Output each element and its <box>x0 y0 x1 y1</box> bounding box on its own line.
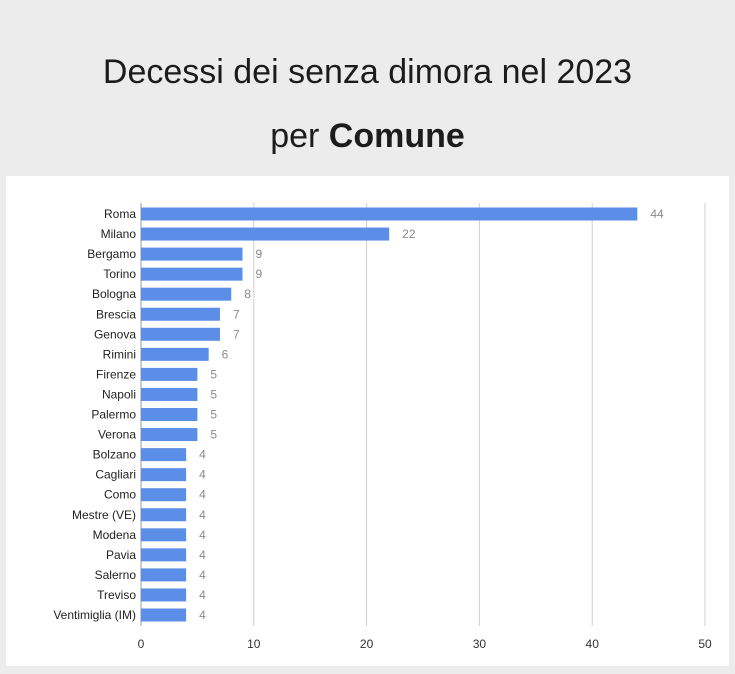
bar-14 <box>141 468 187 482</box>
bar-5 <box>141 287 232 301</box>
value-label: 4 <box>199 488 206 502</box>
value-label: 4 <box>199 448 206 462</box>
category-label: Napoli <box>102 387 136 401</box>
category-label: Pavia <box>106 548 136 562</box>
category-label: Genova <box>94 327 136 341</box>
x-tick-label: 30 <box>473 637 487 651</box>
category-label: Milano <box>101 227 137 241</box>
value-label: 4 <box>199 608 206 622</box>
value-label: 8 <box>244 287 251 301</box>
bar-layer <box>141 207 638 622</box>
category-label: Como <box>104 488 136 502</box>
x-tick-label: 50 <box>698 637 712 651</box>
bar-10 <box>141 387 198 401</box>
bar-6 <box>141 307 220 321</box>
value-label: 9 <box>256 267 263 281</box>
bar-15 <box>141 488 187 502</box>
bar-7 <box>141 327 220 341</box>
category-label: Salerno <box>95 568 137 582</box>
title-prefix: per <box>270 117 320 155</box>
category-label: Bolzano <box>93 448 137 462</box>
bar-12 <box>141 428 198 442</box>
category-label: Brescia <box>96 307 136 321</box>
bar-4 <box>141 267 243 281</box>
category-label: Firenze <box>96 367 136 381</box>
grid-layer <box>140 203 706 626</box>
value-label: 5 <box>210 428 217 442</box>
x-tick-label: 0 <box>138 637 145 651</box>
title-line-2: per Comune <box>0 114 735 158</box>
bar-21 <box>141 608 187 622</box>
value-label: 4 <box>199 528 206 542</box>
chart-card: 0 10 20 30 40 50 Roma 44 Milano 22 Bergamo 9 Torino 9… <box>6 176 729 666</box>
bar-1 <box>141 207 638 221</box>
title-bold: Comune <box>328 117 465 155</box>
value-label: 5 <box>210 387 217 401</box>
value-label: 5 <box>210 408 217 422</box>
category-label: Treviso <box>97 588 136 602</box>
value-label: 4 <box>199 548 206 562</box>
category-label: Modena <box>93 528 137 542</box>
category-label: Verona <box>98 428 136 442</box>
x-tick-label: 20 <box>360 637 374 651</box>
x-tick-label: 40 <box>586 637 600 651</box>
value-label: 4 <box>199 568 206 582</box>
x-tick-label: 10 <box>247 637 261 651</box>
value-label: 22 <box>402 227 416 241</box>
category-label: Torino <box>103 267 136 281</box>
value-label: 44 <box>650 207 664 221</box>
value-label: 4 <box>199 508 206 522</box>
category-label: Rimini <box>103 347 136 361</box>
value-label: 4 <box>199 468 206 482</box>
bar-19 <box>141 568 187 582</box>
bar-20 <box>141 588 187 602</box>
category-label: Cagliari <box>95 468 136 482</box>
bar-18 <box>141 548 187 562</box>
category-label: Roma <box>104 207 136 221</box>
value-label: 5 <box>210 367 217 381</box>
category-label: Palermo <box>91 408 136 422</box>
value-label: 7 <box>233 307 240 321</box>
value-label: 6 <box>222 347 229 361</box>
value-label: 9 <box>256 247 263 261</box>
bar-13 <box>141 448 187 462</box>
bar-2 <box>141 227 390 241</box>
chart-title: Decessi dei senza dimora nel 2023 per Co… <box>0 0 735 170</box>
category-label: Bologna <box>92 287 136 301</box>
title-line-1: Decessi dei senza dimora nel 2023 <box>102 53 633 91</box>
category-label: Bergamo <box>87 247 136 261</box>
bar-9 <box>141 367 198 381</box>
value-label: 7 <box>233 327 240 341</box>
category-label: Mestre (VE) <box>72 508 136 522</box>
bar-3 <box>141 247 243 261</box>
bar-16 <box>141 508 187 522</box>
bar-8 <box>141 347 209 361</box>
bar-17 <box>141 528 187 542</box>
value-label: 4 <box>199 588 206 602</box>
bar-11 <box>141 408 198 421</box>
category-label: Ventimiglia (IM) <box>53 608 136 622</box>
